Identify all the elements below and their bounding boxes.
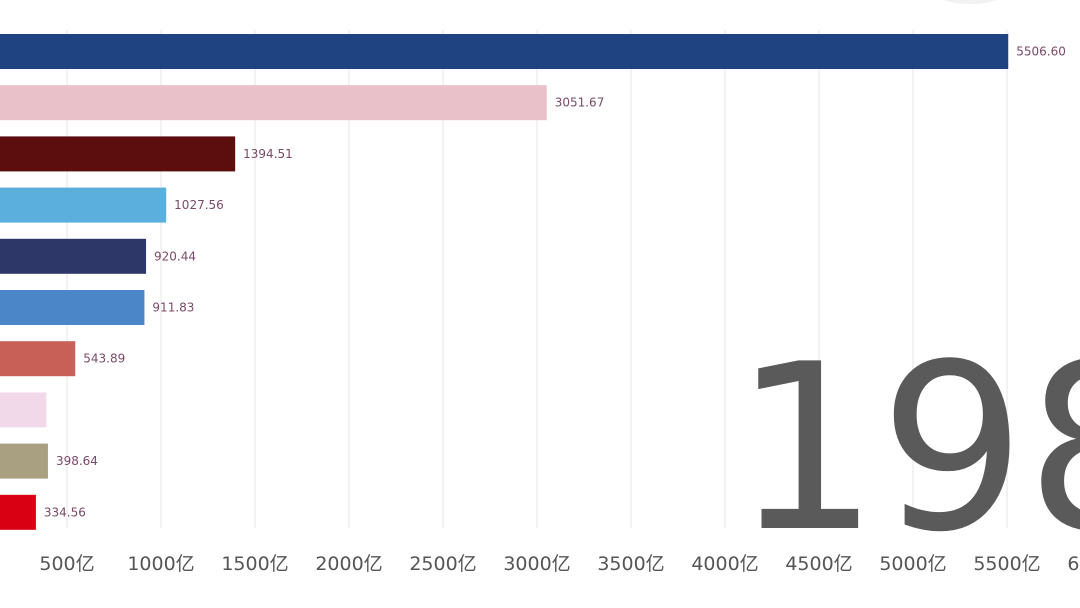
bar-value-label: 543.89 [83, 352, 125, 366]
x-tick-label: 3500亿 [597, 553, 664, 575]
bar [0, 238, 147, 274]
x-tick-label: 500亿 [39, 553, 94, 575]
bar-value-label: 920.44 [154, 249, 196, 263]
bar-value-label: 398.64 [56, 454, 98, 468]
bar-value-label: 1394.51 [243, 147, 293, 161]
x-tick-label: 2500亿 [409, 553, 476, 575]
bar [0, 136, 236, 172]
bars [0, 34, 1009, 530]
x-axis-ticks: 500亿 1000亿 1500亿 2000亿 2500亿 3000亿 3500亿 4000亿 4… [39, 553, 1080, 575]
bar-value-label: 334.56 [44, 505, 86, 519]
x-tick-label: 4000亿 [691, 553, 758, 575]
top-circle-decoration [943, 0, 997, 4]
year-label: 1989 [733, 316, 1080, 583]
bar [0, 392, 47, 428]
bar-value-label: 5506.60 [1016, 45, 1066, 59]
bar-value-label: 3051.67 [555, 96, 605, 110]
bar-value-label: 911.83 [152, 301, 194, 315]
x-tick-label: 5000亿 [879, 553, 946, 575]
bar-value-label: 1027.56 [174, 198, 224, 212]
x-tick-label: 5500亿 [973, 553, 1040, 575]
x-tick-label: 1000亿 [127, 553, 194, 575]
bar [0, 494, 36, 530]
bar [0, 187, 167, 223]
value-labels: 5506.60 3051.67 1394.51 1027.56 920.44 911.83… [44, 45, 1066, 520]
bar [0, 443, 48, 479]
x-tick-label: 2000亿 [315, 553, 382, 575]
bar [0, 85, 547, 121]
x-tick-label: 4500亿 [785, 553, 852, 575]
x-tick-label: 1500亿 [221, 553, 288, 575]
x-tick-label: 3000亿 [503, 553, 570, 575]
bar [0, 34, 1009, 69]
bar [0, 341, 76, 377]
x-tick-label: 6000亿 [1067, 553, 1080, 575]
bar [0, 290, 145, 325]
